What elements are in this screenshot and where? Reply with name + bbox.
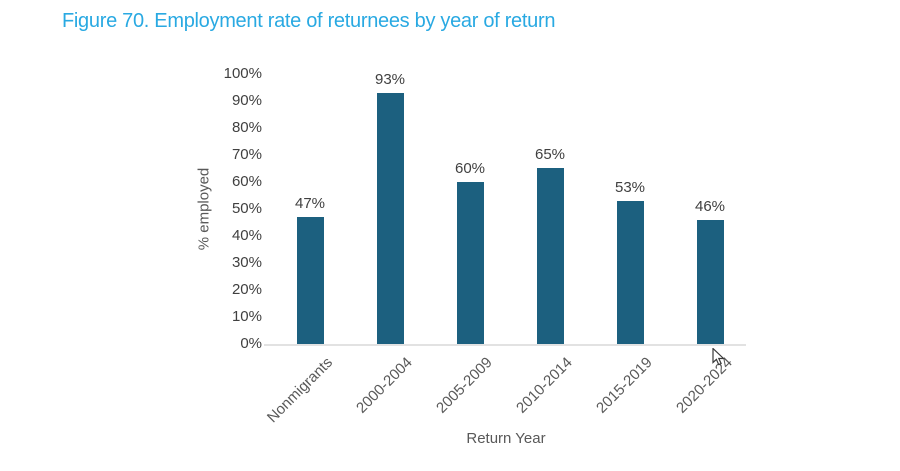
- x-tick-label: 2010-2014: [513, 354, 577, 417]
- x-tick-label: 2005-2009: [433, 354, 497, 417]
- y-tick-label: 60%: [231, 173, 262, 190]
- y-tick-label: 80%: [231, 119, 262, 136]
- y-tick-label: 30%: [231, 254, 262, 271]
- bar-2015-2019: [616, 201, 644, 344]
- figure-title: Figure 70. Employment rate of returnees …: [62, 10, 556, 32]
- x-tick-label: Nonmigrants: [263, 354, 337, 427]
- x-tick-label: 2015-2019: [593, 354, 657, 417]
- x-tick-label: 2020-2024: [673, 354, 737, 417]
- bar-value-label: 60%: [454, 160, 486, 177]
- y-tick-label: 10%: [231, 308, 262, 325]
- y-tick-label: 50%: [231, 200, 262, 217]
- bar-2005-2009: [456, 182, 484, 344]
- bar-value-label: 65%: [534, 146, 566, 163]
- mouse-cursor-icon: [712, 348, 725, 366]
- bar-2010-2014: [536, 168, 564, 344]
- x-axis-line: [264, 344, 746, 346]
- y-tick-label: 40%: [231, 227, 262, 244]
- y-tick-label: 20%: [231, 281, 262, 298]
- y-tick-label: 0%: [240, 335, 262, 352]
- bar-value-label: 93%: [374, 71, 406, 88]
- bar-value-label: 53%: [614, 179, 646, 196]
- bar-value-label: 46%: [694, 198, 726, 215]
- y-tick-label: 100%: [223, 65, 262, 82]
- x-tick-label: 2000-2004: [353, 354, 417, 417]
- y-tick-label: 90%: [231, 92, 262, 109]
- y-tick-label: 70%: [231, 146, 262, 163]
- bar-2020-2024: [696, 220, 724, 344]
- bar-value-label: 47%: [294, 195, 326, 212]
- x-axis-title: Return Year: [466, 430, 546, 447]
- bar-2000-2004: [376, 93, 404, 344]
- bar-Nonmigrants: [296, 217, 324, 344]
